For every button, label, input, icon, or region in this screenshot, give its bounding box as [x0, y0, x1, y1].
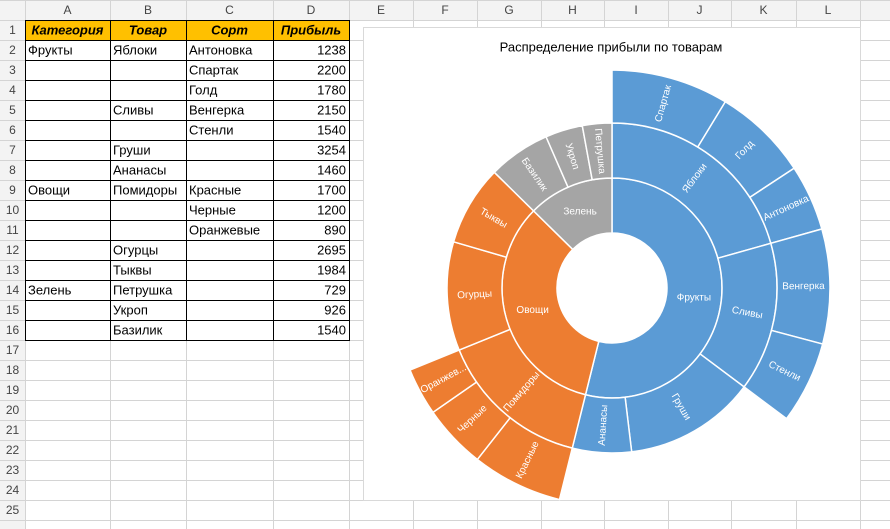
table-header-cell: Сорт — [211, 23, 248, 38]
row-header: 1 — [9, 23, 16, 37]
row-header: 23 — [6, 463, 20, 477]
text-cell: Венгерка — [189, 103, 245, 118]
column-header: H — [568, 3, 577, 17]
text-cell: Яблоки — [113, 43, 157, 58]
row-header: 11 — [6, 223, 19, 237]
text-cell: Спартак — [189, 63, 239, 78]
text-cell: Оранжевые — [189, 223, 260, 238]
text-cell: Помидоры — [113, 183, 177, 198]
segment-label: Венгерка — [782, 281, 825, 292]
text-cell: Черные — [189, 203, 236, 218]
text-cell: Огурцы — [113, 243, 158, 258]
profit-cell: 890 — [324, 223, 346, 238]
segment-label: Огурцы — [457, 289, 492, 302]
column-header: I — [634, 3, 637, 17]
table-header-cell: Прибыль — [281, 23, 341, 38]
text-cell: Стенли — [189, 123, 233, 138]
column-header: A — [63, 3, 71, 17]
row-header: 3 — [9, 63, 16, 77]
profit-cell: 926 — [324, 303, 346, 318]
text-cell: Фрукты — [28, 43, 73, 58]
row-header: 9 — [9, 183, 16, 197]
profit-cell: 1540 — [317, 323, 346, 338]
text-cell: Базилик — [113, 323, 163, 338]
segment-label: Фрукты — [677, 293, 711, 304]
row-header: 4 — [9, 83, 16, 97]
profit-cell: 1540 — [317, 123, 346, 138]
text-cell: Груши — [113, 143, 151, 158]
text-cell: Голд — [189, 83, 218, 98]
profit-cell: 1984 — [317, 263, 346, 278]
text-cell: Тыквы — [113, 263, 152, 278]
row-header: 6 — [9, 123, 16, 137]
row-header: 19 — [6, 383, 20, 397]
row-header: 16 — [6, 323, 20, 337]
text-cell: Ананасы — [113, 163, 166, 178]
profit-cell: 2150 — [317, 103, 346, 118]
text-cell: Антоновка — [189, 43, 253, 58]
segment-label: Петрушка — [592, 128, 607, 175]
sunburst-segment — [743, 329, 824, 420]
row-header: 8 — [9, 163, 16, 177]
text-cell: Сливы — [113, 103, 154, 118]
profit-cell: 1200 — [317, 203, 346, 218]
row-header: 10 — [6, 203, 20, 217]
column-header: C — [225, 3, 234, 17]
row-header: 14 — [6, 283, 20, 297]
segment-label: Зелень — [563, 206, 596, 217]
profit-cell: 1780 — [317, 83, 346, 98]
cell-border — [273, 320, 350, 341]
row-header: 7 — [9, 143, 16, 157]
column-header: B — [144, 3, 152, 17]
text-cell: Овощи — [28, 183, 70, 198]
sunburst-segment — [581, 122, 613, 181]
row-header: 15 — [6, 303, 20, 317]
column-header: E — [377, 3, 385, 17]
row-header: 22 — [6, 443, 20, 457]
chart-title: Распределение прибыли по товарам — [500, 40, 723, 55]
column-header: G — [504, 3, 513, 17]
column-header: K — [759, 3, 767, 17]
row-header: 18 — [6, 363, 20, 377]
column-header: L — [825, 3, 832, 17]
column-header: F — [441, 3, 448, 17]
table-header-cell: Категория — [32, 23, 104, 38]
table-header-cell: Товар — [129, 23, 167, 38]
profit-cell: 1700 — [317, 183, 346, 198]
row-header: 5 — [9, 103, 16, 117]
text-cell: Зелень — [28, 283, 72, 298]
text-cell: Красные — [189, 183, 241, 198]
segment-label: Ананасы — [597, 404, 611, 446]
row-header: 2 — [9, 43, 16, 57]
row-header: 12 — [6, 243, 20, 257]
segment-label: Овощи — [516, 305, 548, 316]
column-header: D — [307, 3, 316, 17]
row-header: 24 — [6, 483, 20, 497]
profit-cell: 2695 — [317, 243, 346, 258]
text-cell: Укроп — [113, 303, 148, 318]
row-header: 21 — [6, 423, 20, 437]
row-header: 17 — [6, 343, 20, 357]
text-cell: Петрушка — [113, 283, 173, 298]
profit-cell: 1238 — [317, 43, 346, 58]
profit-cell: 729 — [324, 283, 346, 298]
column-header: J — [697, 3, 703, 17]
row-header: 13 — [6, 263, 20, 277]
profit-cell: 2200 — [317, 63, 346, 78]
sunburst: ФруктыЯблокиСпартакГолдАнтоновкаСливыВен… — [409, 69, 831, 501]
row-header: 25 — [6, 503, 20, 517]
profit-cell: 3254 — [317, 143, 346, 158]
column-header-bar — [0, 0, 890, 20]
row-header: 20 — [6, 403, 20, 417]
profit-cell: 1460 — [317, 163, 346, 178]
